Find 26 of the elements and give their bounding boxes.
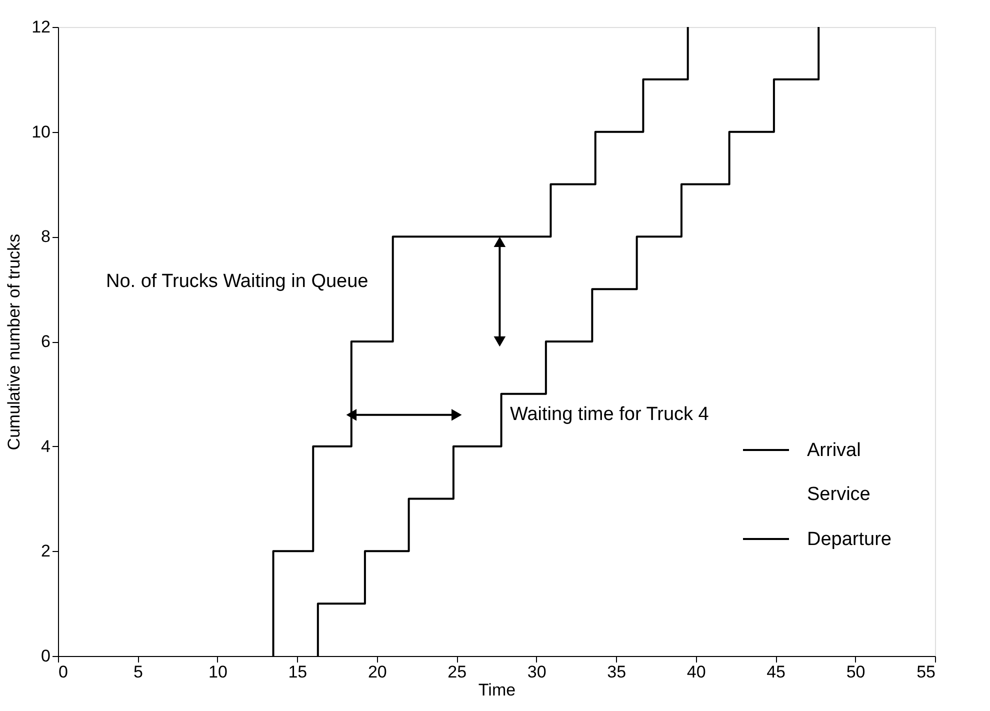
x-tick-label: 20 [368, 662, 387, 682]
y-tick-label: 12 [32, 18, 50, 36]
x-tick-label: 0 [58, 662, 68, 682]
y-tick-label: 4 [41, 436, 50, 456]
legend-label: Arrival [807, 440, 861, 461]
x-tick-label: 5 [133, 662, 143, 682]
x-tick-label: 50 [846, 662, 866, 682]
y-axis-title: Cumulative number of trucks [4, 234, 24, 450]
x-axis-title: Time [478, 680, 516, 700]
x-tick-label: 55 [916, 662, 936, 682]
x-tick-label: 35 [607, 662, 626, 682]
x-tick-label: 15 [288, 662, 308, 682]
legend-label: Departure [807, 529, 892, 550]
x-tick-label: 45 [766, 662, 786, 682]
x-tick-label: 25 [448, 662, 467, 682]
y-tick-label: 6 [41, 332, 50, 351]
annotation: Waiting time for Truck 4 [510, 404, 710, 425]
x-tick-label: 30 [527, 662, 546, 682]
annotation: No. of Trucks Waiting in Queue [106, 271, 368, 292]
x-tick-label: 10 [208, 662, 228, 682]
y-tick-label: 0 [41, 646, 50, 666]
y-tick-label: 10 [32, 122, 50, 142]
y-tick-label: 8 [41, 227, 50, 246]
y-tick-label: 2 [41, 542, 50, 561]
x-tick-label: 40 [686, 662, 706, 682]
annotation: Service [807, 484, 870, 505]
